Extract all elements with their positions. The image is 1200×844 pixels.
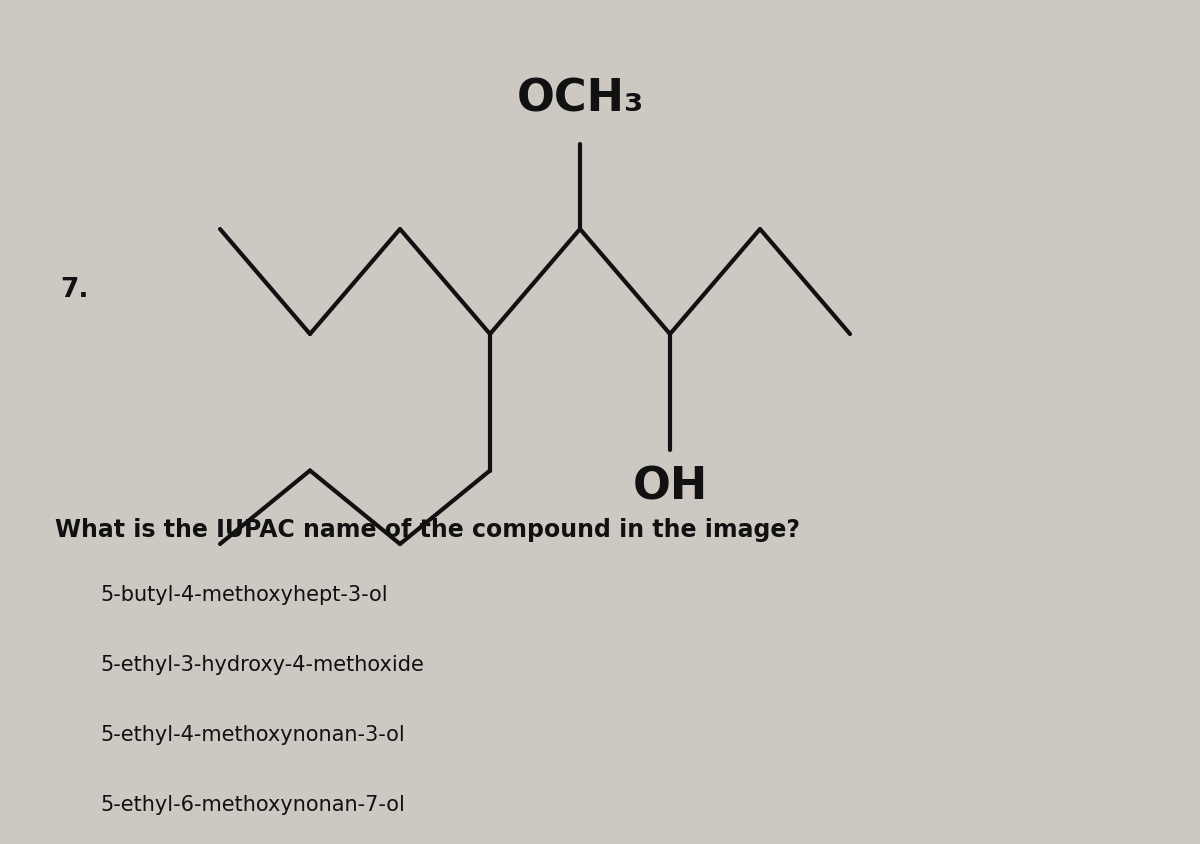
Text: 5-butyl-4-methoxyhept-3-ol: 5-butyl-4-methoxyhept-3-ol — [100, 584, 388, 604]
Text: OCH₃: OCH₃ — [516, 77, 643, 120]
Text: OH: OH — [632, 465, 708, 508]
Text: 5-ethyl-3-hydroxy-4-methoxide: 5-ethyl-3-hydroxy-4-methoxide — [100, 654, 424, 674]
Text: 7.: 7. — [60, 277, 89, 303]
Text: What is the IUPAC name of the compound in the image?: What is the IUPAC name of the compound i… — [55, 517, 800, 541]
Text: 5-ethyl-6-methoxynonan-7-ol: 5-ethyl-6-methoxynonan-7-ol — [100, 794, 404, 814]
Text: 5-ethyl-4-methoxynonan-3-ol: 5-ethyl-4-methoxynonan-3-ol — [100, 724, 404, 744]
